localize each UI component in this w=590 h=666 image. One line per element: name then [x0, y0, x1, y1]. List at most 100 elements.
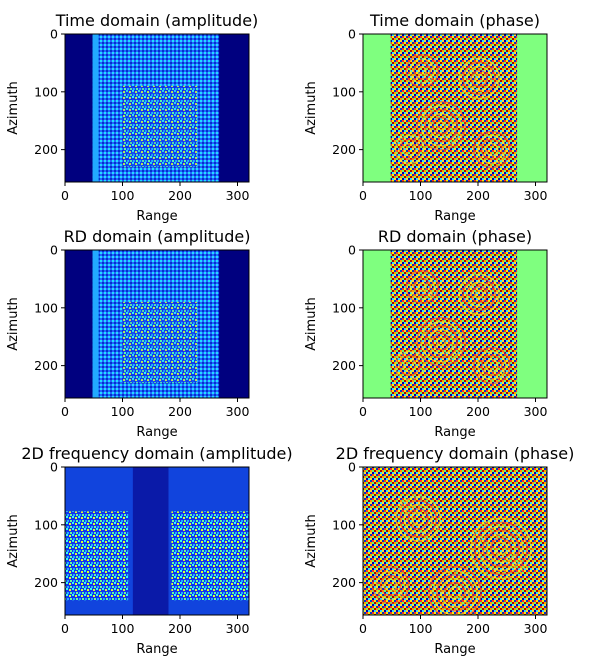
heatmap-image	[363, 467, 547, 615]
y-tick-label: 0	[50, 243, 58, 258]
phase-fringe-0	[409, 274, 435, 300]
signal-edge	[92, 250, 99, 398]
phase-fringe-1	[474, 73, 484, 84]
phase-fringe-2	[428, 329, 454, 355]
x-axis-label: Range	[136, 209, 177, 224]
y-tick-label: 200	[332, 575, 356, 590]
phase-fringe-3	[375, 570, 406, 601]
axes-frame	[362, 33, 548, 183]
phase-fringe-2	[416, 101, 466, 151]
phase-fringe-2	[420, 321, 462, 363]
subplot-4: 0 100 200 300 0 100 200 RD domain (phase) Range A…	[304, 227, 548, 440]
y-tick-label: 0	[50, 27, 58, 42]
phase-fringe-0	[413, 62, 431, 80]
phase-fringe-2	[432, 117, 450, 135]
x-tick-label: 0	[359, 188, 367, 203]
phase-fringe-4	[394, 134, 425, 165]
heatmap-image	[65, 250, 249, 398]
y-axis-label: Azimuth	[304, 514, 319, 568]
x-tick-label: 300	[226, 621, 250, 636]
y-axis-label: Azimuth	[6, 297, 21, 351]
x-tick-label: 0	[61, 404, 69, 419]
x-tick-label: 100	[111, 621, 135, 636]
y-tick-label: 0	[348, 27, 356, 42]
phase-fringe-4	[398, 138, 421, 161]
x-tick-label: 0	[61, 188, 69, 203]
phase-fringe-0	[413, 278, 431, 296]
x-tick-label: 300	[226, 404, 250, 419]
subplot-title: RD domain (amplitude)	[64, 227, 251, 246]
phase-fringe-2	[416, 317, 466, 367]
phase-fringe-3	[481, 138, 503, 161]
spectrum-gap	[132, 467, 169, 615]
heatmap-image	[65, 467, 249, 615]
y-tick-label: 100	[34, 84, 58, 99]
phase-fringe-3	[477, 350, 507, 381]
phase-fringe-0	[403, 504, 433, 534]
y-tick-label: 200	[34, 575, 58, 590]
phase-fringe-1	[478, 525, 524, 572]
phase-fringe-3	[379, 574, 402, 597]
x-tick-label: 300	[524, 188, 548, 203]
axes-frame	[64, 33, 250, 183]
phase-fringe-4	[402, 358, 417, 373]
y-tick-label: 100	[34, 300, 58, 315]
phase-fringe-2	[420, 105, 462, 147]
x-tick-label: 200	[466, 621, 490, 636]
phase-fringe-1	[458, 57, 500, 100]
y-tick-label: 100	[332, 84, 356, 99]
signal-core	[122, 85, 198, 168]
phase-fringe-0	[395, 496, 441, 542]
signal-core	[122, 301, 198, 384]
y-tick-label: 200	[332, 358, 356, 373]
phase-fringe-4	[402, 142, 417, 157]
phase-fringe-0	[407, 508, 429, 530]
phase-fringe-2	[428, 113, 454, 139]
y-axis-label: Azimuth	[6, 81, 21, 135]
phase-fringe-1	[458, 273, 500, 316]
spectrum-lobe-right	[171, 511, 249, 601]
phase-fringe-1	[482, 529, 520, 568]
x-tick-label: 100	[111, 404, 135, 419]
x-axis-label: Range	[434, 425, 475, 440]
phase-fringe-0	[405, 270, 439, 304]
x-tick-label: 200	[168, 404, 192, 419]
axes-frame	[64, 249, 250, 399]
x-tick-label: 300	[524, 621, 548, 636]
phase-fringe-0	[411, 512, 425, 526]
x-axis-label: Range	[136, 642, 177, 657]
x-tick-label: 300	[524, 404, 548, 419]
phase-fringe-4	[394, 350, 425, 381]
phase-fringe-2	[436, 574, 474, 612]
subplot-1: 0 100 200 300 0 100 200 Time domain (amplitude)…	[6, 11, 258, 224]
phase-fringe-1	[486, 533, 516, 564]
phase-fringe-3	[485, 142, 499, 157]
x-tick-label: 100	[409, 404, 433, 419]
phase-fringe-2	[436, 337, 446, 347]
x-tick-label: 300	[226, 188, 250, 203]
y-tick-label: 100	[332, 300, 356, 315]
heatmap-image	[363, 34, 547, 182]
phase-region	[363, 467, 547, 615]
subplot-6: 0 100 200 300 0 100 200 2D frequency domain (ph…	[304, 444, 574, 657]
y-tick-label: 0	[348, 460, 356, 475]
phase-fringe-1	[466, 65, 492, 92]
subplot-3: 0 100 200 300 0 100 200 RD domain (amplitude) Ra…	[6, 227, 250, 440]
signal-edge	[92, 34, 99, 182]
phase-fringe-1	[494, 541, 508, 556]
phase-fringe-3	[371, 566, 410, 605]
y-axis-label: Azimuth	[6, 514, 21, 568]
phase-fringe-1	[470, 517, 532, 580]
phase-fringe-2	[424, 325, 458, 359]
phase-fringe-3	[473, 130, 511, 169]
phase-fringe-3	[473, 346, 511, 385]
phase-fringe-1	[474, 289, 484, 300]
subplot-2: 0 100 200 300 0 100 200 Time domain (phase) Rang…	[304, 11, 548, 224]
phase-fringe-1	[462, 277, 496, 312]
phase-fringe-1	[490, 537, 512, 560]
phase-fringe-3	[477, 134, 507, 165]
y-tick-label: 0	[50, 460, 58, 475]
phase-fringe-3	[383, 578, 398, 593]
y-tick-label: 0	[348, 243, 356, 258]
phase-fringe-2	[432, 333, 450, 351]
